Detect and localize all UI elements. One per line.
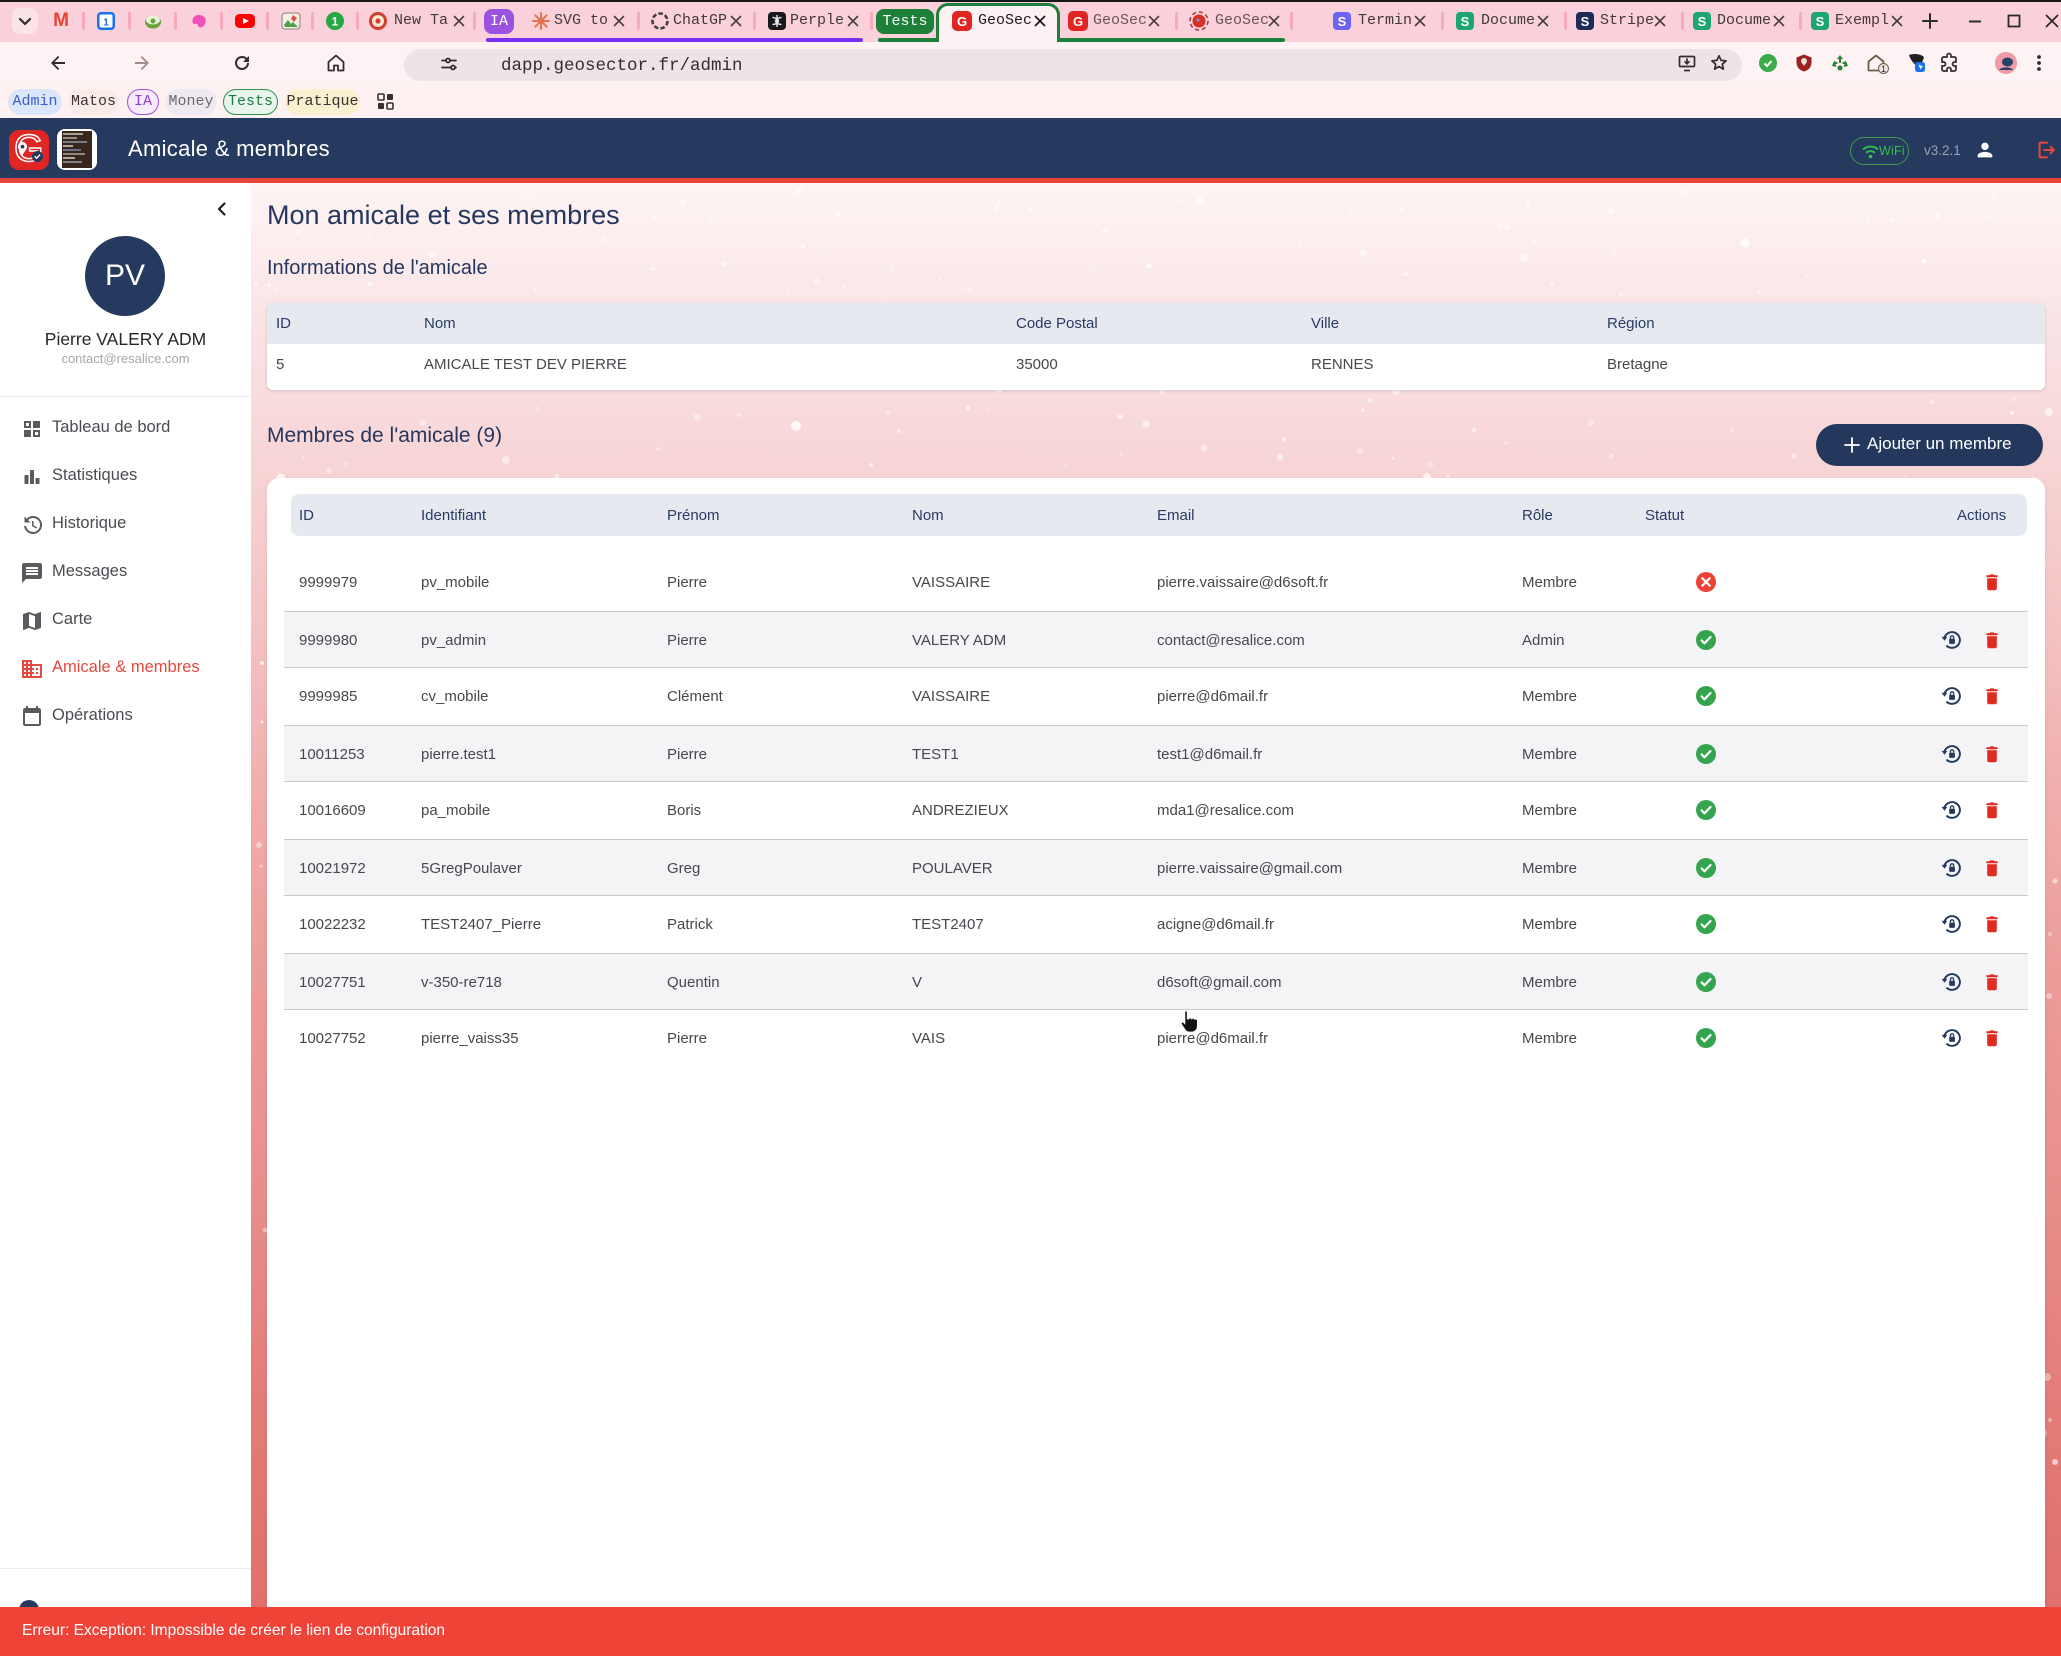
- svg-text:1: 1: [332, 15, 339, 29]
- svg-text:1: 1: [1881, 64, 1886, 74]
- svg-text:1: 1: [103, 17, 109, 29]
- svg-text:S: S: [1338, 14, 1347, 29]
- svg-text:S: S: [1816, 14, 1825, 29]
- svg-text:G: G: [957, 14, 967, 29]
- svg-text:S: S: [1461, 14, 1470, 29]
- svg-text:S: S: [1581, 14, 1590, 29]
- svg-text:G: G: [1073, 14, 1083, 29]
- svg-text:S: S: [1698, 14, 1707, 29]
